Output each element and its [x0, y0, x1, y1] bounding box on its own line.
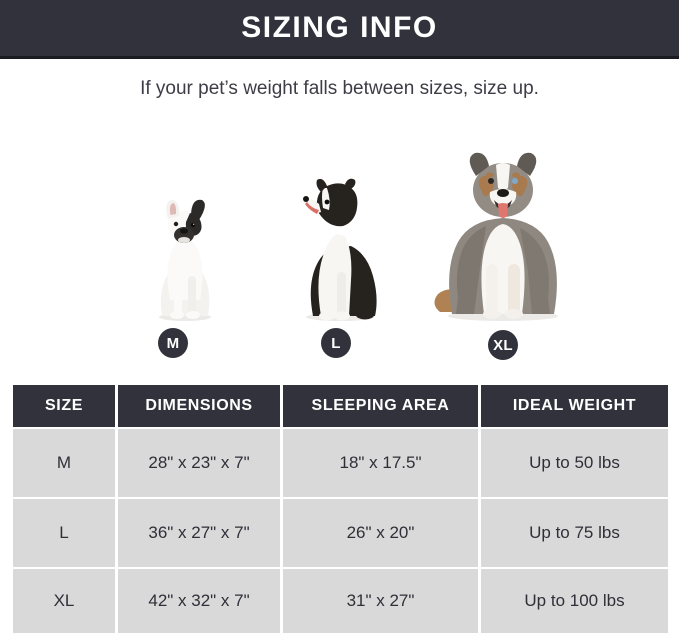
table-cell-l-size: L: [13, 499, 115, 567]
table-cell-xl-sleeping-area: 31" x 27": [283, 569, 478, 633]
table-cell-xl-ideal-weight: Up to 100 lbs: [481, 569, 668, 633]
table-header-dimensions: DIMENSIONS: [118, 385, 280, 427]
australian-shepherd-illustration: [434, 152, 558, 321]
table-cell-l-dimensions: 36" x 27" x 7": [118, 499, 280, 567]
table-cell-m-ideal-weight: Up to 50 lbs: [481, 429, 668, 497]
table-cell-m-size: M: [13, 429, 115, 497]
french-bulldog-illustration: [159, 199, 211, 321]
table-header-sleeping-area: SLEEPING AREA: [283, 385, 478, 427]
table-cell-l-ideal-weight: Up to 75 lbs: [481, 499, 668, 567]
table-cell-xl-dimensions: 42" x 32" x 7": [118, 569, 280, 633]
title-bar: SIZING INFO: [0, 0, 679, 59]
size-badge-m: M: [158, 328, 188, 358]
table-cell-xl-size: XL: [13, 569, 115, 633]
table-cell-m-sleeping-area: 18" x 17.5": [283, 429, 478, 497]
size-badge-l: L: [321, 328, 351, 358]
sizing-note: If your pet’s weight falls between sizes…: [140, 78, 539, 99]
border-collie-photo: [293, 176, 387, 322]
table-cell-l-sleeping-area: 26" x 20": [283, 499, 478, 567]
page-title: SIZING INFO: [241, 11, 438, 44]
sizing-table: SIZE DIMENSIONS SLEEPING AREA IDEAL WEIG…: [13, 385, 668, 633]
size-badge-xl: XL: [488, 330, 518, 360]
australian-shepherd-photo: [428, 148, 578, 322]
table-cell-m-dimensions: 28" x 23" x 7": [118, 429, 280, 497]
table-header-size: SIZE: [13, 385, 115, 427]
border-collie-illustration: [303, 178, 377, 321]
table-header-ideal-weight: IDEAL WEIGHT: [481, 385, 668, 427]
french-bulldog-photo: [152, 198, 218, 322]
